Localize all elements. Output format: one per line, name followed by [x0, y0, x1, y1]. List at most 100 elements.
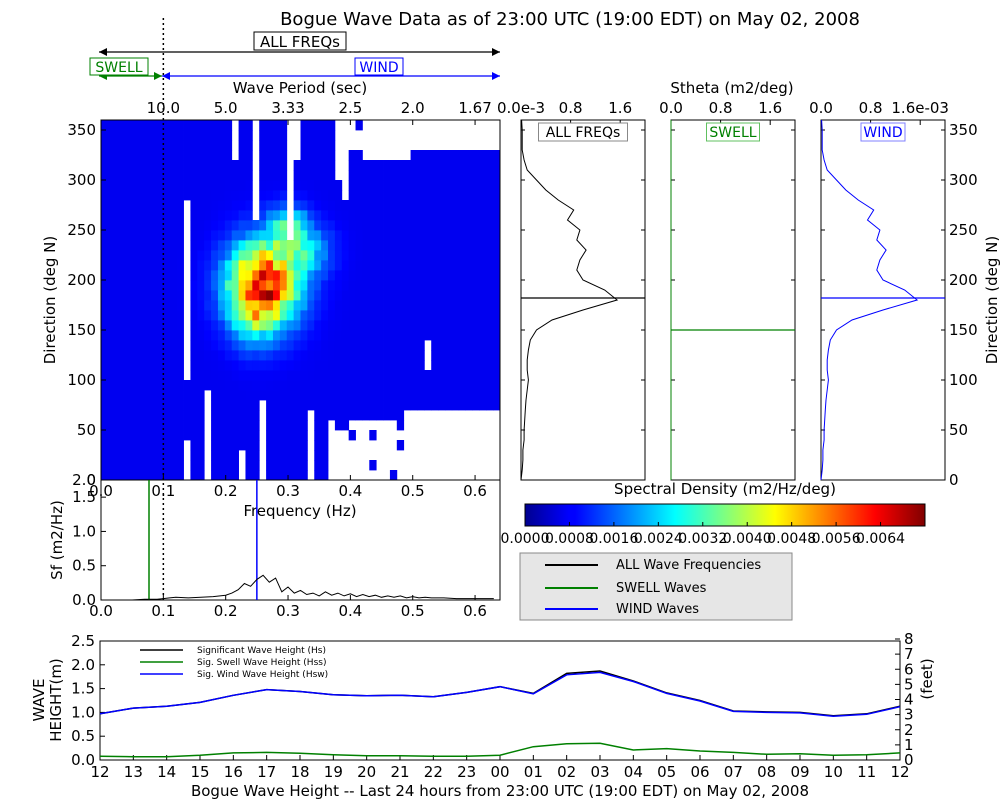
- heatmap-cell: [238, 360, 246, 371]
- history-x-label: Bogue Wave Height -- Last 24 hours from …: [191, 782, 809, 800]
- heatmap-cell: [156, 180, 164, 191]
- heatmap-cell: [403, 350, 411, 361]
- heatmap-cell: [183, 150, 191, 161]
- heatmap-cell: [169, 340, 178, 351]
- heatmap-cell: [149, 310, 157, 321]
- heatmap-cell: [479, 280, 487, 291]
- heatmap-cell: [156, 160, 164, 171]
- heatmap-cell: [451, 330, 460, 341]
- heatmap-cell: [169, 300, 178, 311]
- heatmap-cell: [383, 230, 391, 241]
- heatmap-cell: [472, 210, 480, 221]
- heatmap-cell: [410, 330, 418, 341]
- heatmap-cell: [156, 140, 164, 151]
- heatmap-cell: [224, 160, 233, 171]
- heatmap-cell: [217, 330, 226, 341]
- heatmap-cell: [224, 230, 233, 241]
- spectrum-y-tick-label: 1.5: [72, 488, 96, 506]
- heatmap-cell: [472, 270, 480, 281]
- heatmap-cell: [410, 260, 418, 271]
- heatmap-cell: [286, 470, 295, 481]
- heatmap-cell: [472, 390, 480, 401]
- heatmap-cell: [121, 470, 129, 481]
- heatmap-cell: [321, 150, 329, 161]
- heatmap-cell: [444, 380, 453, 391]
- heatmap-cell: [334, 240, 343, 251]
- heatmap-cell: [272, 470, 281, 481]
- heatmap-cell: [107, 420, 116, 431]
- heatmap-cell: [121, 280, 129, 291]
- heatmap-cell: [279, 400, 288, 411]
- heatmap-cell: [162, 400, 171, 411]
- heatmap-cell: [389, 400, 398, 411]
- heatmap-cell: [156, 370, 164, 381]
- heatmap-cell: [238, 330, 246, 341]
- heatmap-cell: [451, 390, 460, 401]
- heatmap-cell: [355, 350, 363, 361]
- heatmap-cell: [114, 470, 123, 481]
- heatmap-cell: [376, 370, 384, 381]
- heatmap-cell: [231, 470, 239, 481]
- heatmap-y-tick-label: 300: [67, 171, 96, 189]
- heatmap-cell: [197, 250, 205, 261]
- heatmap-cell: [107, 410, 116, 421]
- heatmap-cell: [272, 280, 281, 291]
- heatmap-cell: [245, 220, 253, 231]
- heatmap-cell: [472, 220, 480, 231]
- heatmap-cell: [224, 180, 233, 191]
- heatmap-cell: [211, 450, 219, 461]
- heatmap-cell: [444, 230, 453, 241]
- heatmap-cell: [348, 250, 356, 261]
- heatmap-cell: [300, 440, 308, 451]
- heatmap-cell: [362, 220, 370, 231]
- heatmap-cell: [438, 320, 446, 331]
- heatmap-cell: [465, 210, 473, 221]
- heatmap-cell: [272, 430, 281, 441]
- heatmap-cell: [307, 250, 315, 261]
- heatmap-cell: [417, 360, 425, 371]
- history-y-label-line1: WAVE: [30, 678, 48, 721]
- heatmap-cell: [383, 370, 391, 381]
- heatmap-cell: [286, 400, 295, 411]
- heatmap-cell: [451, 290, 460, 301]
- heatmap-cell: [217, 400, 226, 411]
- heatmap-cell: [169, 410, 178, 421]
- heatmap-cell: [286, 440, 295, 451]
- heatmap-cell: [486, 380, 494, 391]
- heatmap-cell: [135, 390, 143, 401]
- heatmap-cell: [314, 360, 322, 371]
- heatmap-cell: [259, 200, 267, 211]
- heatmap-cell: [362, 190, 370, 201]
- heatmap-cell: [417, 240, 425, 251]
- heatmap-cell: [231, 190, 239, 201]
- heatmap-cell: [114, 140, 123, 151]
- heatmap-cell: [493, 330, 501, 341]
- heatmap-cell: [396, 390, 405, 401]
- heatmap-cell: [431, 350, 439, 361]
- heatmap-cell: [149, 420, 157, 431]
- heatmap-cell: [149, 390, 157, 401]
- heatmap-cell: [410, 400, 418, 411]
- heatmap-cell: [245, 120, 253, 131]
- heatmap-cell: [355, 200, 363, 211]
- history-y-tick-label: 0.5: [71, 727, 95, 745]
- heatmap-cell: [238, 150, 246, 161]
- history-y-tick-label: 0.0: [71, 751, 95, 769]
- heatmap-cell: [321, 260, 329, 271]
- heatmap-cell: [114, 230, 123, 241]
- heatmap-cell: [300, 220, 308, 231]
- heatmap-cell: [355, 170, 363, 181]
- heatmap-cell: [211, 140, 219, 151]
- heatmap-cell: [135, 380, 143, 391]
- heatmap-cell: [149, 380, 157, 391]
- swell-band-label: SWELL: [95, 60, 142, 76]
- heatmap-cell: [486, 280, 494, 291]
- heatmap-cell: [486, 240, 494, 251]
- heatmap-cell: [162, 390, 171, 401]
- heatmap-cell: [410, 190, 418, 201]
- heatmap-cell: [169, 180, 178, 191]
- heatmap-cell: [383, 350, 391, 361]
- heatmap-cell: [197, 460, 205, 471]
- heatmap-cell: [204, 290, 212, 301]
- heatmap-cell: [279, 470, 288, 481]
